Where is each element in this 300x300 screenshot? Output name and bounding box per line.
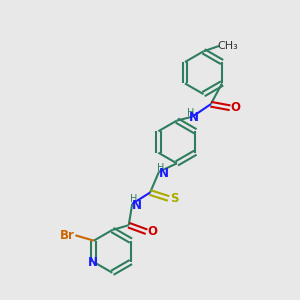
Text: N: N [188,111,199,124]
Text: N: N [88,256,98,268]
Text: O: O [147,225,157,238]
Text: H: H [130,194,138,204]
Text: Br: Br [60,229,75,242]
Text: H: H [157,163,164,172]
Text: CH₃: CH₃ [217,41,238,51]
Text: O: O [230,101,240,114]
Text: H: H [187,108,194,118]
Text: S: S [169,192,178,205]
Text: N: N [132,199,142,212]
Text: N: N [159,167,169,180]
